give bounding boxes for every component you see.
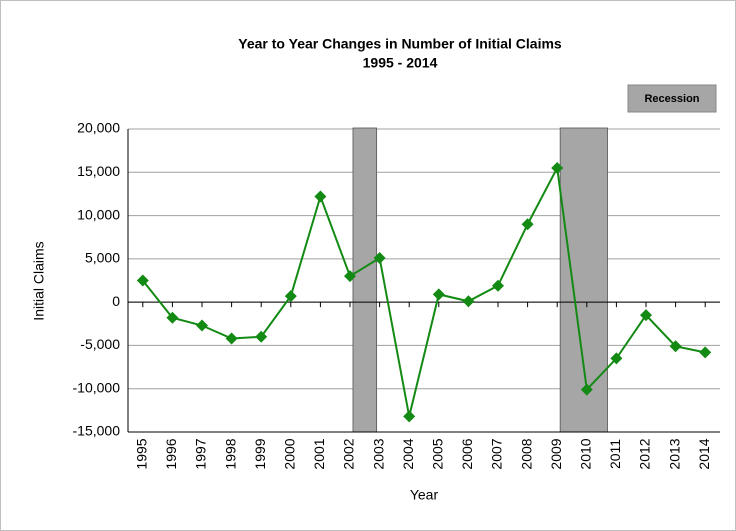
recession-band xyxy=(352,127,378,433)
y-tick-label: 20,000 xyxy=(77,120,120,136)
marker xyxy=(344,270,356,283)
recession-band xyxy=(559,127,608,433)
chart-title: Year to Year Changes in Number of Initia… xyxy=(238,36,562,52)
x-tick-label: 2012 xyxy=(637,438,653,469)
marker xyxy=(314,190,327,203)
x-tick-label: 2006 xyxy=(459,438,475,469)
marker xyxy=(403,410,416,423)
y-tick-label: 10,000 xyxy=(77,206,120,222)
x-tick-label: 2007 xyxy=(489,438,505,469)
x-tick-label: 1997 xyxy=(193,438,209,469)
x-tick-label: 2002 xyxy=(341,438,357,469)
marker xyxy=(284,290,297,303)
y-tick-label: -15,000 xyxy=(73,423,121,439)
marker xyxy=(225,332,238,345)
marker xyxy=(551,161,564,174)
y-tick-label: -5,000 xyxy=(80,336,120,352)
x-tick-label: 2003 xyxy=(370,438,386,469)
y-tick-label: 5,000 xyxy=(85,250,120,266)
x-tick-label: 2010 xyxy=(578,438,594,469)
y-tick-label: 15,000 xyxy=(77,163,120,179)
x-tick-label: 1996 xyxy=(163,438,179,469)
x-tick-label: 2009 xyxy=(548,438,564,469)
y-axis-label: Initial Claims xyxy=(31,241,47,320)
marker xyxy=(196,319,208,332)
y-tick-label: -10,000 xyxy=(73,379,121,395)
legend-swatch xyxy=(627,84,717,113)
y-tick-label: 0 xyxy=(112,293,120,309)
chart-subtitle: 1995 - 2014 xyxy=(363,55,438,71)
x-tick-label: 2013 xyxy=(666,438,682,469)
marker xyxy=(492,279,504,292)
marker xyxy=(255,330,268,343)
marker xyxy=(373,251,386,264)
marker xyxy=(462,295,475,308)
marker xyxy=(136,274,149,287)
marker xyxy=(521,218,534,231)
marker xyxy=(580,383,593,396)
marker xyxy=(610,352,623,365)
x-tick-label: 1998 xyxy=(222,438,238,469)
x-tick-label: 2005 xyxy=(430,438,446,469)
x-tick-label: 1999 xyxy=(252,438,268,469)
x-tick-label: 2004 xyxy=(400,438,416,469)
legend-label: Recession xyxy=(644,93,699,105)
x-tick-label: 2014 xyxy=(696,438,712,469)
x-tick-label: 1995 xyxy=(134,438,150,469)
marker xyxy=(699,346,712,359)
x-tick-label: 2008 xyxy=(518,438,534,469)
x-tick-label: 2000 xyxy=(282,438,298,469)
marker xyxy=(669,340,682,353)
marker xyxy=(432,288,445,301)
marker xyxy=(640,309,652,322)
x-tick-label: 2001 xyxy=(311,438,327,469)
marker xyxy=(166,311,179,324)
x-tick-label: 2011 xyxy=(607,439,623,469)
x-axis-label: Year xyxy=(410,487,439,503)
